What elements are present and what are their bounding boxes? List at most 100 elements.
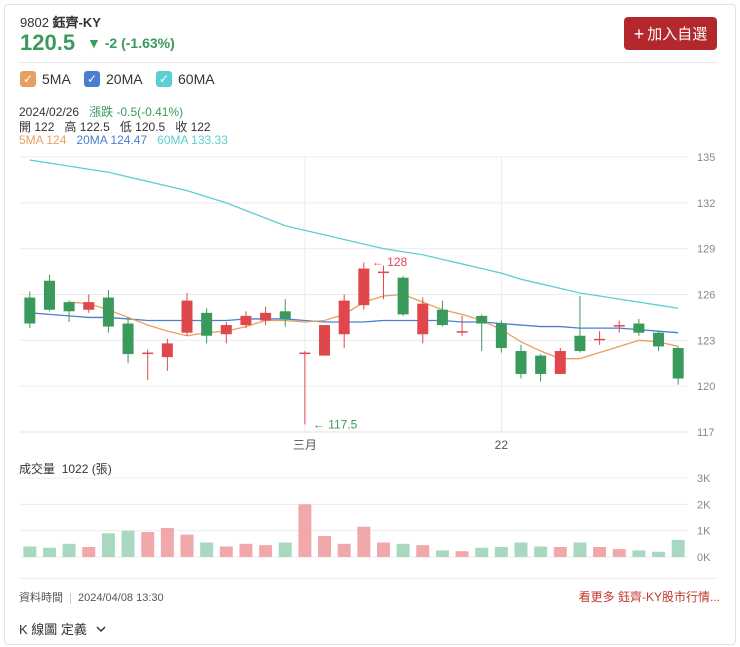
price-tick-label: 123 <box>697 335 715 347</box>
candle-down <box>436 309 448 326</box>
divider <box>70 592 71 604</box>
high-label: 高 <box>64 120 77 134</box>
volume-bar <box>612 549 626 557</box>
chevron-down-icon <box>96 625 106 632</box>
candle-up <box>142 352 154 355</box>
candle-up <box>613 325 625 327</box>
checkbox-checked-icon[interactable]: ✓ <box>20 71 36 87</box>
info-change-value: -0.5(-0.41%) <box>116 105 184 119</box>
volume-bar <box>376 542 390 557</box>
ma20-line <box>29 312 679 334</box>
candle-down <box>495 323 507 348</box>
ma20-toggle[interactable]: ✓ 20MA <box>84 71 143 87</box>
volume-bar <box>23 546 37 557</box>
info-change-label: 漲跌 <box>89 105 114 119</box>
stock-code: 9802 <box>20 15 49 30</box>
current-price: 120.5 <box>20 30 76 55</box>
add-to-watchlist-label: 加入自選 <box>647 26 708 43</box>
candle-down <box>672 347 684 379</box>
price-tick-label: 135 <box>697 152 715 164</box>
candle-up <box>358 268 370 306</box>
checkbox-checked-icon[interactable]: ✓ <box>156 71 172 87</box>
x-tick-label: 22 <box>495 438 509 452</box>
volume-bar <box>42 547 56 557</box>
volume-bar <box>278 542 292 557</box>
volume-bar <box>514 542 528 557</box>
ma60-toggle[interactable]: ✓ 60MA <box>156 71 215 87</box>
volume-bar <box>357 526 371 557</box>
volume-bar <box>200 542 214 557</box>
price-tick-label: 117 <box>697 427 715 439</box>
ma60-line <box>29 159 679 309</box>
volume-bar <box>121 530 135 557</box>
add-to-watchlist-button[interactable]: + 加入自選 <box>624 17 717 50</box>
volume-title: 成交量 <box>19 462 56 476</box>
volume-bar <box>475 547 489 557</box>
candle-up <box>377 271 389 274</box>
candle-down <box>24 297 36 324</box>
candle-down <box>122 323 134 355</box>
volume-bar <box>435 550 449 557</box>
volume-bar <box>573 542 587 557</box>
low-value: 120.5 <box>135 120 166 134</box>
candle-down <box>535 355 547 374</box>
volume-bar <box>239 543 253 557</box>
low-label: 低 <box>119 120 132 134</box>
volume-bar <box>160 528 174 557</box>
ma5-toggle[interactable]: ✓ 5MA <box>20 71 71 87</box>
volume-bar <box>298 504 312 557</box>
volume-tick-label: 3K <box>697 473 711 485</box>
open-value: 122 <box>34 120 55 134</box>
candle-down <box>102 297 114 327</box>
high-value: 122.5 <box>79 120 110 134</box>
volume-bar <box>259 545 273 557</box>
volume-tick-label: 1K <box>697 526 711 538</box>
x-tick-label: 三月 <box>293 438 317 452</box>
volume-bar <box>318 535 332 557</box>
price-tick-label: 126 <box>697 290 715 302</box>
candle-down <box>515 351 527 374</box>
candle-up <box>83 302 95 310</box>
volume-bar <box>534 546 548 557</box>
volume-tick-label: 0K <box>697 552 711 564</box>
ma20-value: 20MA 124.47 <box>76 133 148 147</box>
plus-icon: + <box>633 23 645 44</box>
volume-bar <box>219 546 233 557</box>
volume-bar <box>180 534 194 557</box>
footer-divider <box>19 578 717 579</box>
more-quotes-link[interactable]: 看更多 鈺齊-KY股市行情... <box>578 590 720 604</box>
data-time: 資料時間 2024/04/08 13:30 <box>19 589 164 605</box>
ma5-toggle-label: 5MA <box>42 71 71 87</box>
volume-bar <box>82 546 96 557</box>
volume-bar <box>337 543 351 557</box>
kline-definition-toggle[interactable]: K 線圖 定義 <box>19 619 107 638</box>
ma20-toggle-label: 20MA <box>106 71 143 87</box>
open-label: 開 <box>19 120 32 134</box>
candle-up <box>220 325 232 335</box>
volume-bar <box>632 550 646 557</box>
close-label: 收 <box>175 120 188 134</box>
stock-title: 9802 鈺齊-KY <box>20 12 101 31</box>
volume-tick-label: 2K <box>697 499 711 511</box>
kline-definition-label: K 線圖 定義 <box>19 622 87 637</box>
volume-bar <box>396 543 410 557</box>
info-ohlc-row: 開 122 高 122.5 低 120.5 收 122 <box>19 118 211 135</box>
candle-up <box>554 351 566 374</box>
volume-bar <box>62 543 76 557</box>
data-time-value: 2024/04/08 13:30 <box>78 592 164 604</box>
ma60-toggle-label: 60MA <box>178 71 215 87</box>
price-tick-label: 132 <box>697 198 715 210</box>
volume-bar <box>553 546 567 557</box>
candle-down <box>279 311 291 319</box>
candle-down <box>633 323 645 333</box>
header-divider <box>19 62 717 63</box>
candle-down <box>397 277 409 315</box>
checkbox-checked-icon[interactable]: ✓ <box>84 71 100 87</box>
candle-up <box>594 338 606 341</box>
candle-up <box>417 303 429 335</box>
price-tick-label: 129 <box>697 244 715 256</box>
volume-bar <box>494 546 508 557</box>
price-change: ▼ -2 (-1.63%) <box>87 35 175 51</box>
candle-up <box>240 315 252 326</box>
